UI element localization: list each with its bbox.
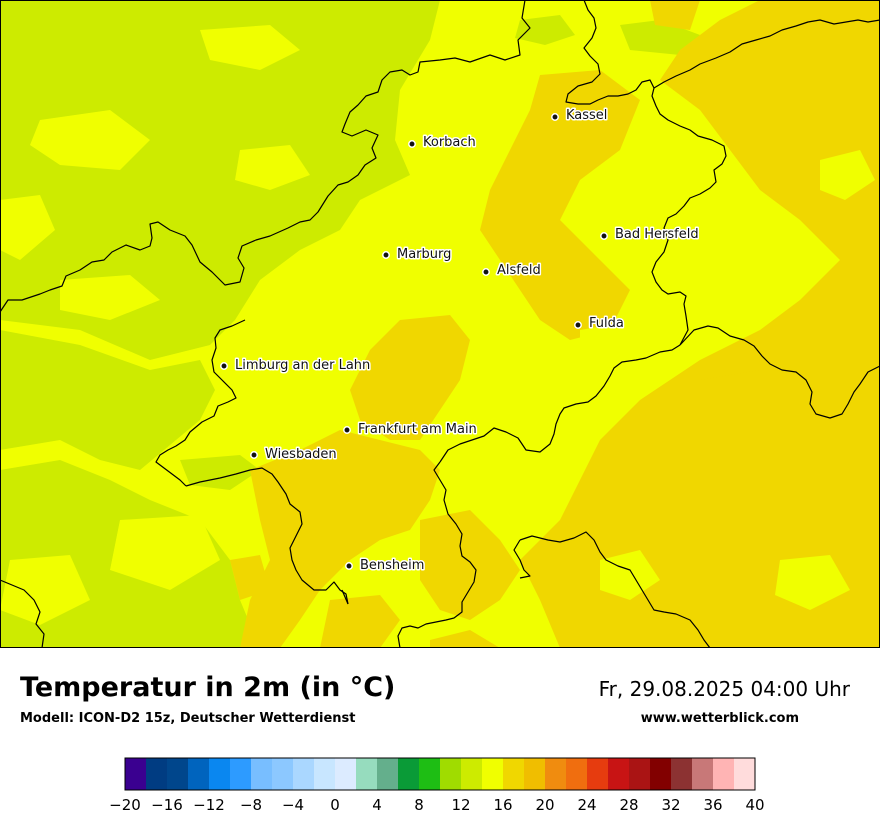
color-scale-segment bbox=[167, 758, 189, 790]
color-scale-tick-label: 40 bbox=[745, 796, 764, 814]
color-scale-segment bbox=[629, 758, 651, 790]
temperature-field-16-18 bbox=[230, 0, 880, 648]
color-scale-segment bbox=[440, 758, 462, 790]
color-scale-segment bbox=[188, 758, 210, 790]
city-dot bbox=[250, 451, 258, 459]
city-frankfurt-am-main[interactable]: Frankfurt am Main bbox=[343, 421, 478, 439]
color-scale-legend: −20 −16 −12 −8 −4 0 4 8 12 16 20 24 28 32 36 40 bbox=[109, 752, 770, 826]
city-label: Frankfurt am Main bbox=[358, 422, 477, 437]
color-scale-tick-label: −20 bbox=[110, 796, 141, 814]
color-scale-segment bbox=[146, 758, 168, 790]
color-scale-segment bbox=[482, 758, 504, 790]
city-bad-hersfeld[interactable]: Bad Hersfeld bbox=[600, 226, 700, 244]
city-dot bbox=[220, 362, 228, 370]
city-dot bbox=[408, 140, 416, 148]
color-scale-tick-label: −16 bbox=[151, 796, 183, 814]
city-wiesbaden[interactable]: Wiesbaden bbox=[250, 446, 338, 464]
color-scale-segment bbox=[398, 758, 420, 790]
city-label: Wiesbaden bbox=[265, 447, 337, 462]
color-scale-segment bbox=[230, 758, 252, 790]
color-scale-tick-label: 24 bbox=[577, 796, 596, 814]
city-fulda[interactable]: Fulda bbox=[574, 315, 625, 333]
city-dot bbox=[345, 562, 353, 570]
color-scale-segment bbox=[587, 758, 609, 790]
city-dot bbox=[343, 426, 351, 434]
city-dot bbox=[482, 268, 490, 276]
temperature-patches-14-16 bbox=[0, 25, 310, 625]
city-label: Fulda bbox=[589, 316, 624, 331]
color-scale-segment bbox=[335, 758, 357, 790]
city-markers: Kassel Korbach Bad Hersfeld Marburg Alsf… bbox=[220, 107, 700, 575]
city-dot bbox=[574, 321, 582, 329]
city-dot bbox=[382, 251, 390, 259]
color-scale-segment bbox=[503, 758, 525, 790]
city-marburg[interactable]: Marburg bbox=[382, 246, 453, 264]
color-scale-segment bbox=[377, 758, 399, 790]
color-scale-tick-label: 36 bbox=[703, 796, 722, 814]
temperature-field-12-14 bbox=[0, 0, 700, 648]
color-scale-segment bbox=[734, 758, 756, 790]
color-scale-segment bbox=[293, 758, 315, 790]
color-scale-svg: −20 −16 −12 −8 −4 0 4 8 12 16 20 24 28 32 36 40 bbox=[109, 757, 765, 814]
color-scale-tick-label: −8 bbox=[240, 796, 262, 814]
color-scale-segment bbox=[356, 758, 378, 790]
map-title: Temperatur in 2m (in °C) bbox=[20, 672, 396, 703]
city-limburg-an-der-lahn[interactable]: Limburg an der Lahn bbox=[220, 357, 372, 375]
city-bensheim[interactable]: Bensheim bbox=[345, 557, 426, 575]
color-scale-segment bbox=[650, 758, 672, 790]
color-scale-segment bbox=[272, 758, 294, 790]
color-scale-tick-label: 32 bbox=[661, 796, 680, 814]
color-scale-tick-label: 4 bbox=[372, 796, 382, 814]
color-scale-tick-label: 20 bbox=[535, 796, 554, 814]
color-scale-tick-label: 16 bbox=[493, 796, 512, 814]
color-scale-tick-label: 8 bbox=[414, 796, 424, 814]
color-scale-frame bbox=[124, 757, 756, 791]
color-scale-tick-label: −4 bbox=[282, 796, 304, 814]
color-scale-segment bbox=[524, 758, 546, 790]
website-link[interactable]: www.wetterblick.com bbox=[640, 711, 799, 726]
color-scale-segment bbox=[461, 758, 483, 790]
color-scale-tick-label: −12 bbox=[193, 796, 225, 814]
color-scale-tick-label: 28 bbox=[619, 796, 638, 814]
city-dot bbox=[551, 113, 559, 121]
color-scale-segment bbox=[419, 758, 441, 790]
color-scale-segment bbox=[125, 758, 147, 790]
color-scale-segment bbox=[671, 758, 693, 790]
color-scale-segment bbox=[314, 758, 336, 790]
color-scale-tick-label: 12 bbox=[451, 796, 470, 814]
city-label: Limburg an der Lahn bbox=[235, 358, 370, 373]
temperature-map[interactable]: Kassel Korbach Bad Hersfeld Marburg Alsf… bbox=[0, 0, 880, 648]
color-scale-segment bbox=[545, 758, 567, 790]
color-scale-tick-label: 0 bbox=[330, 796, 340, 814]
city-label: Bad Hersfeld bbox=[615, 227, 699, 242]
city-alsfeld[interactable]: Alsfeld bbox=[482, 262, 542, 280]
city-kassel[interactable]: Kassel bbox=[551, 107, 609, 125]
color-scale-segment bbox=[608, 758, 630, 790]
city-label: Marburg bbox=[397, 247, 451, 262]
color-scale-segment bbox=[251, 758, 273, 790]
color-scale-segment bbox=[566, 758, 588, 790]
state-borders bbox=[0, 0, 880, 648]
color-scale-segment bbox=[692, 758, 714, 790]
city-label: Bensheim bbox=[360, 558, 424, 573]
model-source: Modell: ICON-D2 15z, Deutscher Wetterdie… bbox=[20, 711, 356, 726]
color-scale-segment bbox=[713, 758, 735, 790]
city-label: Kassel bbox=[566, 108, 607, 123]
forecast-datetime: Fr, 29.08.2025 04:00 Uhr bbox=[598, 677, 850, 701]
city-dot bbox=[600, 232, 608, 240]
city-label: Korbach bbox=[423, 135, 476, 150]
temperature-islands-14-16 bbox=[470, 150, 875, 610]
city-label: Alsfeld bbox=[497, 263, 541, 278]
city-korbach[interactable]: Korbach bbox=[408, 134, 477, 152]
color-scale-segment bbox=[209, 758, 231, 790]
